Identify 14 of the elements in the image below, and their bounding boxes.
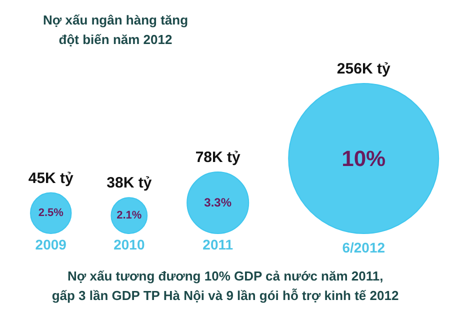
text: 2.1% bbox=[116, 210, 142, 222]
data-label: 45K tỷ bbox=[28, 170, 74, 187]
text: Nợ xấu tương đương 10% GDP cả nước năm 2011, gấp 3 lần GDP TP Hà Nội và 9 lần gói hỗ trợ kinh tế 2012 bbox=[52, 268, 399, 303]
category-label: 6/2012 bbox=[342, 240, 386, 256]
data-label: 38K tỷ bbox=[106, 174, 152, 192]
data-label: 78K tỷ bbox=[195, 148, 242, 166]
data-label: 256K tỷ bbox=[336, 60, 391, 78]
text: 10% bbox=[342, 146, 386, 171]
category-label: 2011 bbox=[202, 236, 234, 252]
category-label: 2010 bbox=[114, 236, 145, 252]
text: 2.5% bbox=[38, 207, 64, 220]
text: Nợ xấu ngân hàng tăng đột biến năm 2012 bbox=[42, 12, 188, 47]
category-label: 2009 bbox=[35, 236, 67, 252]
text: 3.3% bbox=[204, 196, 232, 210]
